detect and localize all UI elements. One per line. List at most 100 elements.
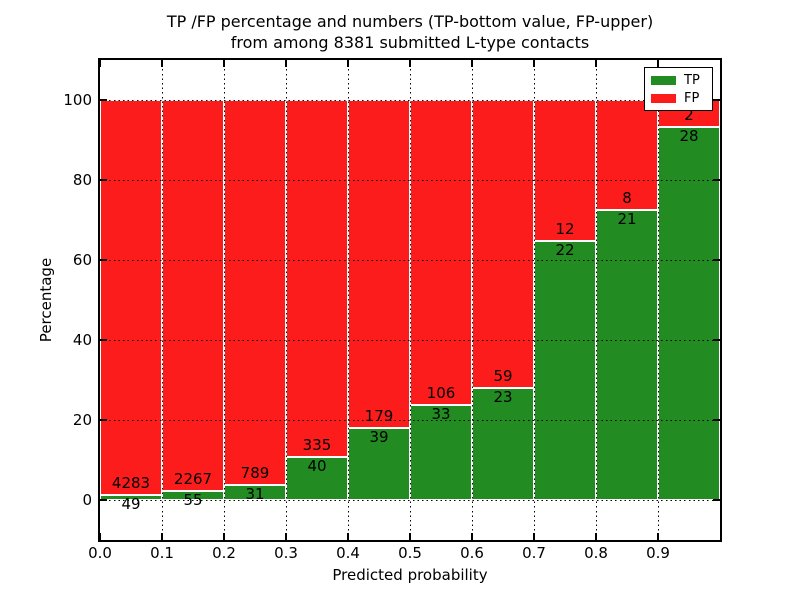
x-tick-label: 0.7 [522, 544, 546, 562]
gridline-x [595, 60, 597, 540]
fp-count-label: 179 [364, 407, 394, 426]
legend-item-tp: TP [651, 74, 706, 87]
fp-count-label: 8 [622, 189, 632, 208]
gridline-x [347, 60, 349, 540]
y-tick-mark [100, 99, 107, 101]
tp-count-label: 28 [679, 126, 699, 145]
x-tick-mark [657, 60, 659, 67]
x-tick-mark [409, 60, 411, 67]
fp-count-label: 2267 [173, 469, 213, 488]
y-tick-label: 100 [63, 91, 92, 109]
bar-fp-segment [286, 100, 348, 458]
x-tick-mark [99, 533, 101, 540]
gridline-y [100, 499, 720, 501]
x-tick-mark [409, 533, 411, 540]
y-tick-mark [713, 419, 720, 421]
x-tick-mark [99, 60, 101, 67]
fp-count-label: 335 [302, 436, 332, 455]
x-tick-label: 0.1 [150, 544, 174, 562]
x-tick-mark [595, 60, 597, 67]
y-tick-label: 40 [72, 331, 92, 349]
bar-fp-segment [596, 100, 658, 211]
x-tick-label: 0.0 [88, 544, 112, 562]
bar-fp-segment [348, 100, 410, 429]
x-tick-mark [347, 60, 349, 67]
y-tick-mark [713, 499, 720, 501]
gridline-x [161, 60, 163, 540]
bar-tp-segment [348, 428, 410, 500]
bar-fp-segment [534, 100, 596, 242]
y-tick-mark [100, 179, 107, 181]
y-tick-mark [100, 339, 107, 341]
fp-count-label: 4283 [111, 474, 151, 493]
gridline-x [471, 60, 473, 540]
tp-count-label: 33 [431, 405, 451, 424]
y-tick-label: 20 [72, 411, 92, 429]
x-tick-mark [223, 533, 225, 540]
legend: TP FP [644, 67, 713, 111]
x-tick-mark [657, 533, 659, 540]
bar-tp-segment [658, 126, 720, 500]
y-tick-label: 0 [82, 491, 92, 509]
gridline-y [100, 419, 720, 421]
tp-count-label: 40 [307, 457, 327, 476]
gridline-x [533, 60, 535, 540]
bar-tp-segment [534, 241, 596, 500]
gridline-x [223, 60, 225, 540]
y-tick-mark [100, 419, 107, 421]
tp-count-label: 23 [493, 387, 513, 406]
x-tick-mark [161, 60, 163, 67]
bar-fp-segment [472, 100, 534, 388]
fp-legend-label: FP [684, 90, 700, 106]
x-axis-label: Predicted probability [332, 566, 488, 584]
y-tick-label: 60 [72, 251, 92, 269]
bar-tp-segment [410, 405, 472, 500]
fp-count-label: 106 [426, 384, 456, 403]
x-tick-mark [285, 533, 287, 540]
legend-item-fp: FP [651, 92, 706, 105]
gridline-y [100, 179, 720, 181]
x-tick-mark [533, 60, 535, 67]
gridline-x [409, 60, 411, 540]
tp-count-label: 21 [617, 210, 637, 229]
fp-count-label: 12 [555, 220, 575, 239]
y-axis-label: Percentage [37, 257, 55, 343]
tp-count-label: 22 [555, 241, 575, 260]
x-tick-mark [285, 60, 287, 67]
x-tick-mark [595, 533, 597, 540]
bar-fp-segment [410, 100, 472, 406]
y-tick-label: 80 [72, 171, 92, 189]
x-tick-label: 0.9 [646, 544, 670, 562]
y-tick-mark [713, 339, 720, 341]
chart-title-line2: from among 8381 submitted L-type contact… [230, 33, 590, 52]
tp-count-label: 31 [245, 484, 265, 503]
x-tick-mark [161, 533, 163, 540]
gridline-y [100, 259, 720, 261]
gridline-x [285, 60, 287, 540]
fp-count-label: 789 [240, 463, 270, 482]
chart-title-line1: TP /FP percentage and numbers (TP-bottom… [166, 12, 654, 31]
x-tick-mark [471, 60, 473, 67]
gridline-x [657, 60, 659, 540]
bar-fp-segment [100, 100, 162, 496]
fp-legend-swatch [651, 93, 676, 103]
fp-count-label: 59 [493, 366, 513, 385]
y-tick-mark [713, 179, 720, 181]
y-tick-mark [100, 499, 107, 501]
plot-area: TP FP 4283 49 2267 55 789 31 335 40 179 39 106 33 59… [98, 58, 722, 542]
x-tick-label: 0.8 [584, 544, 608, 562]
x-tick-label: 0.6 [460, 544, 484, 562]
x-tick-mark [223, 60, 225, 67]
x-tick-mark [533, 533, 535, 540]
tp-legend-label: TP [684, 72, 700, 88]
tp-count-label: 39 [369, 428, 389, 447]
x-tick-label: 0.2 [212, 544, 236, 562]
gridline-y [100, 99, 720, 101]
x-tick-label: 0.4 [336, 544, 360, 562]
y-tick-mark [713, 259, 720, 261]
x-tick-mark [471, 533, 473, 540]
bar-fp-segment [224, 100, 286, 485]
x-tick-mark [347, 533, 349, 540]
x-tick-label: 0.5 [398, 544, 422, 562]
